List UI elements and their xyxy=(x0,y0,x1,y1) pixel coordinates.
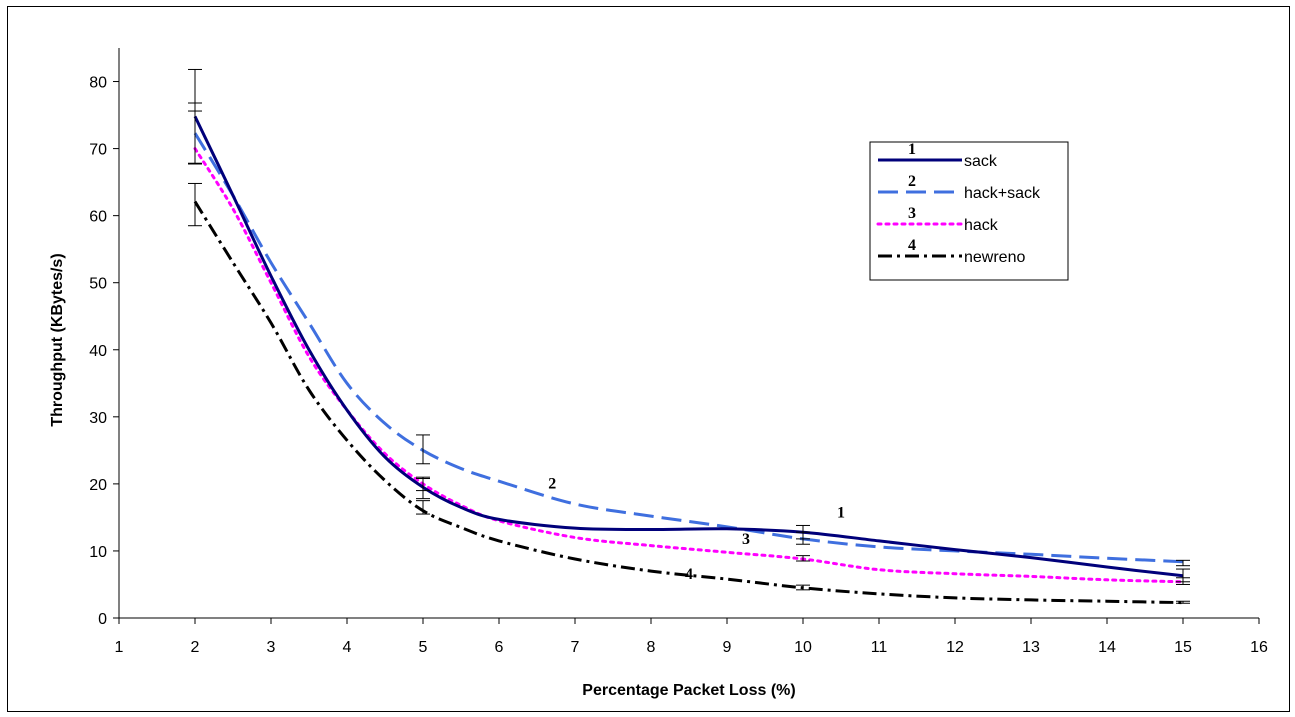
x-tick-label: 1 xyxy=(115,639,124,656)
curve-marker-label: 2 xyxy=(548,476,556,493)
y-tick-label: 30 xyxy=(89,410,107,427)
legend-marker-sack: 1 xyxy=(908,141,916,158)
x-tick-label: 8 xyxy=(647,639,656,656)
y-tick-label: 60 xyxy=(89,209,107,226)
y-tick-label: 40 xyxy=(89,343,107,360)
y-axis-title: Throughput (KBytes/s) xyxy=(49,253,66,426)
x-tick-label: 10 xyxy=(794,639,812,656)
legend-marker-hack: 3 xyxy=(908,205,916,222)
x-tick-label: 9 xyxy=(723,639,732,656)
legend-marker-hack-sack: 2 xyxy=(908,173,916,190)
x-tick-label: 5 xyxy=(419,639,428,656)
x-tick-label: 3 xyxy=(267,639,276,656)
y-tick-label: 10 xyxy=(89,544,107,561)
x-tick-label: 2 xyxy=(191,639,200,656)
legend: 1 sack 2 hack+sack 3 hack 4 newreno xyxy=(869,141,1069,281)
x-tick-label: 12 xyxy=(946,639,964,656)
x-tick-label: 11 xyxy=(871,639,888,656)
y-tick-label: 80 xyxy=(89,75,107,92)
chart-frame xyxy=(7,6,1290,712)
legend-label-hack-sack: hack+sack xyxy=(964,185,1041,202)
curve-markers: 2 1 3 4 xyxy=(548,476,845,584)
x-tick-label: 6 xyxy=(495,639,504,656)
y-tick-label: 20 xyxy=(89,477,107,494)
curve-marker-label: 3 xyxy=(742,531,750,548)
legend-marker-newreno: 4 xyxy=(908,237,916,254)
y-tick-label: 50 xyxy=(89,276,107,293)
x-tick-label: 7 xyxy=(571,639,580,656)
x-tick-label: 13 xyxy=(1022,639,1040,656)
legend-label-sack: sack xyxy=(964,153,998,170)
error-bars xyxy=(188,68,1190,604)
legend-box xyxy=(869,141,1069,281)
x-axis-title: Percentage Packet Loss (%) xyxy=(582,682,795,699)
legend-label-newreno: newreno xyxy=(964,249,1025,266)
curve-marker-label: 4 xyxy=(685,566,693,583)
y-tick-label: 70 xyxy=(89,142,107,159)
y-tick-label: 0 xyxy=(98,611,107,628)
series-lines xyxy=(193,115,1185,605)
legend-label-hack: hack xyxy=(964,217,999,234)
series-line-sack xyxy=(193,115,1184,578)
curve-marker-label: 1 xyxy=(837,504,845,521)
x-tick-label: 15 xyxy=(1174,639,1192,656)
x-tick-label: 4 xyxy=(343,639,352,656)
series-line-hack xyxy=(193,147,1185,584)
x-tick-label: 16 xyxy=(1250,639,1268,656)
x-tick-label: 14 xyxy=(1098,639,1116,656)
